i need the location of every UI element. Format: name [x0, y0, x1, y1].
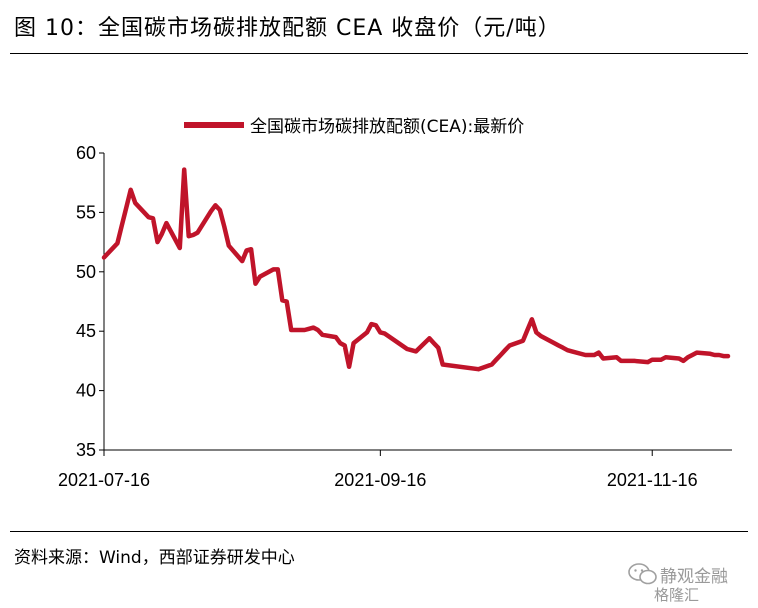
wechat-icon	[628, 563, 657, 585]
x-tick-label: 2021-07-16	[58, 470, 150, 490]
watermark-brand: 格隆汇	[654, 586, 700, 604]
figure-title: 图 10：全国碳市场碳排放配额 CEA 收盘价（元/吨）	[14, 16, 561, 41]
top-rule	[10, 53, 748, 54]
x-tick-label: 2021-09-16	[334, 470, 426, 490]
bottom-rule	[10, 531, 748, 532]
legend-label: 全国碳市场碳排放配额(CEA):最新价	[250, 117, 524, 137]
x-axis: 2021-07-16 2021-09-16 2021-11-16	[58, 449, 732, 490]
series-line-cea	[101, 167, 731, 372]
series-layer	[101, 167, 731, 372]
y-tick-label: 60	[76, 143, 96, 163]
watermark-account-name: 静观金融	[660, 567, 728, 587]
y-tick-label: 55	[76, 202, 96, 222]
y-tick-label: 40	[76, 381, 96, 401]
y-tick-label: 35	[76, 440, 96, 460]
y-tick-label: 45	[76, 321, 96, 341]
line-chart: 35 40 45 50 55 60 2021-07-16 2021-09-16 2021-11…	[58, 117, 732, 490]
y-tick-label: 50	[76, 262, 96, 282]
legend: 全国碳市场碳排放配额(CEA):最新价	[184, 117, 524, 137]
x-tick-label: 2021-11-16	[607, 470, 698, 490]
y-axis: 35 40 45 50 55 60	[76, 143, 105, 460]
source-note: 资料来源：Wind，西部证券研发中心	[14, 548, 295, 568]
watermark: 静观金融 格隆汇	[628, 562, 752, 604]
